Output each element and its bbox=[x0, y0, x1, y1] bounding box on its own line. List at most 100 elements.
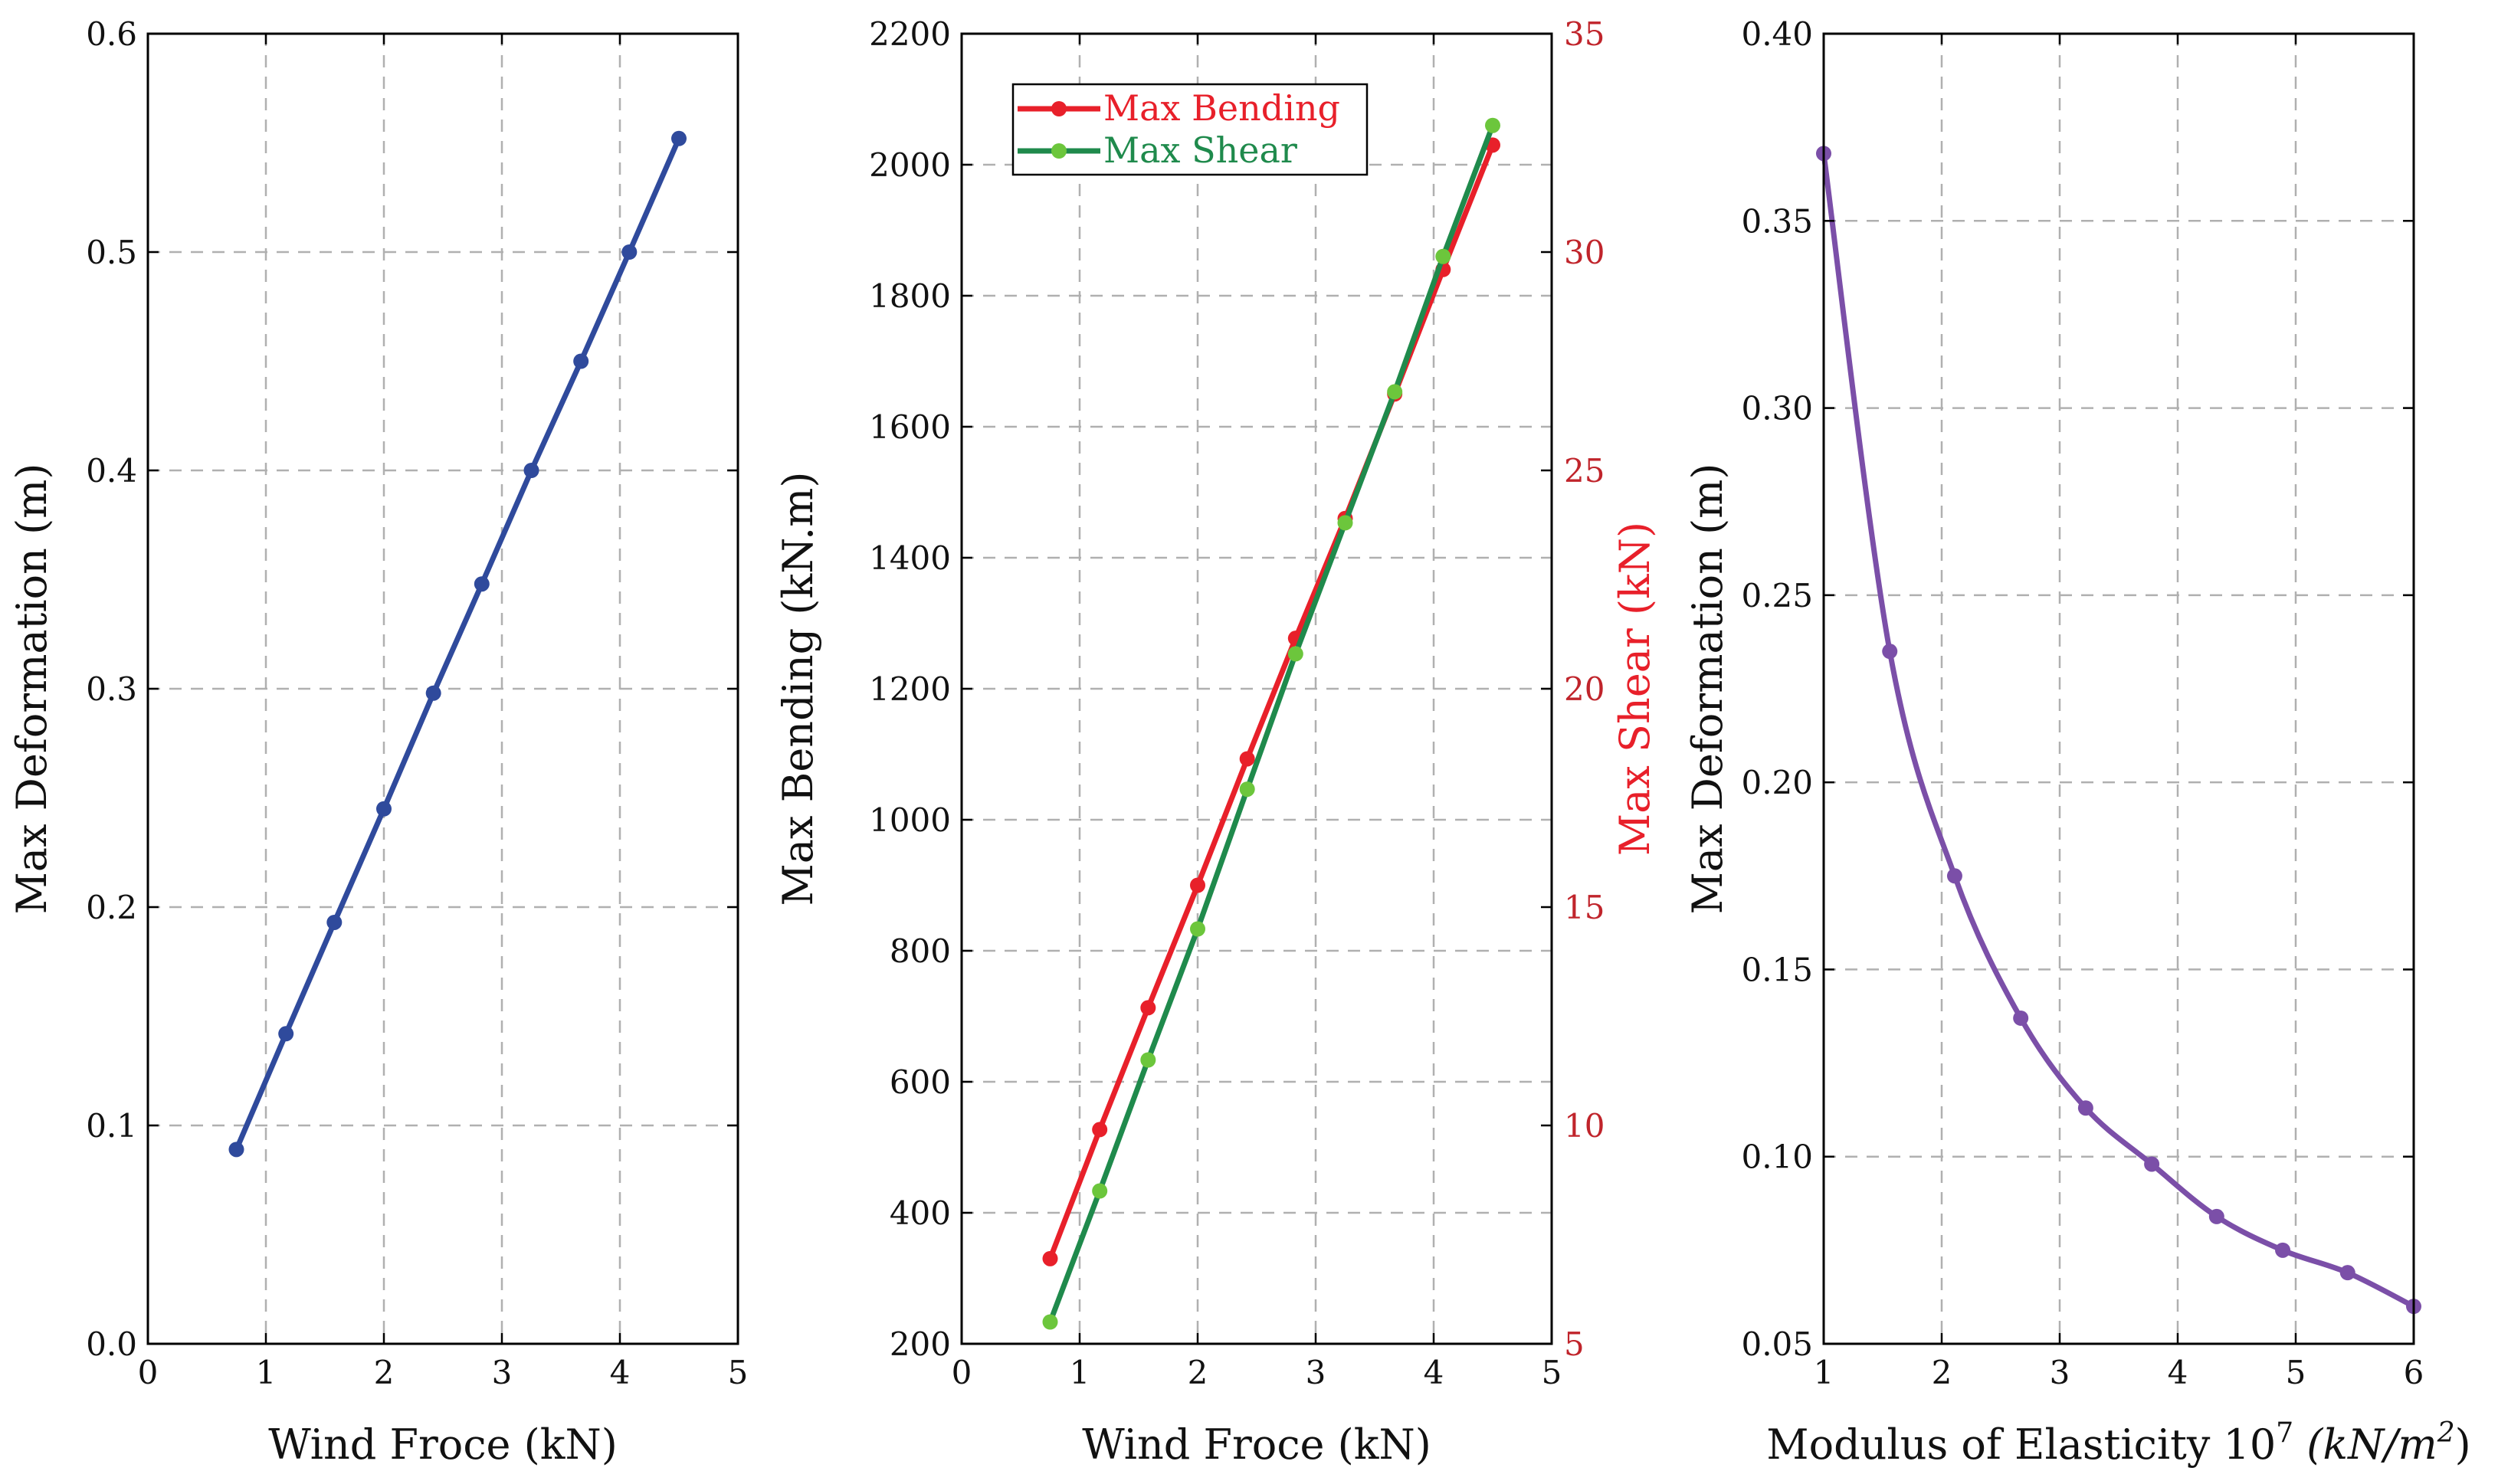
p1-data-point-max-deformation bbox=[425, 685, 441, 701]
p2-data-point-max-shear bbox=[1140, 1052, 1156, 1068]
p3-data-point-max-deformation bbox=[2208, 1208, 2224, 1224]
p1-data-point-max-deformation bbox=[474, 576, 490, 592]
p2-data-point-max-bending bbox=[1092, 1122, 1108, 1138]
p3-plot-frame bbox=[1822, 32, 2415, 1345]
p1-y-axis-label: Max Deformation (m) bbox=[8, 464, 56, 915]
p2-y2-tick-label: 35 bbox=[1564, 15, 1605, 53]
p2-y2-ticks: 5 10 15 20 25 30 35 bbox=[1541, 15, 1605, 1363]
p3-y-tick-label: 0.10 bbox=[1741, 1138, 1813, 1176]
p3-x-axis-label-units-exponent: 2 bbox=[2437, 1417, 2455, 1449]
p1-data-point-max-deformation bbox=[523, 463, 539, 478]
p2-x-tick-label: 3 bbox=[1306, 1354, 1326, 1391]
p2-legend-label-shear: Max Shear bbox=[1103, 129, 1297, 171]
p3-y-tick-label: 0.20 bbox=[1741, 764, 1813, 801]
p2-data-point-max-shear bbox=[1485, 117, 1500, 133]
p1-y-tick-label: 0.6 bbox=[86, 15, 137, 53]
p2-data-point-max-shear bbox=[1435, 248, 1451, 264]
p1-y-tick-label: 0.3 bbox=[86, 670, 137, 708]
p1-y-tick-label: 0.4 bbox=[86, 452, 137, 490]
p3-data-point-max-deformation bbox=[2077, 1100, 2093, 1116]
p2-y-tick-label: 1000 bbox=[869, 801, 951, 839]
p1-y-tick-label: 0.1 bbox=[86, 1107, 137, 1145]
p1-series bbox=[228, 130, 687, 1158]
p2-y2-tick-label: 10 bbox=[1564, 1107, 1605, 1145]
p2-legend-box bbox=[1011, 83, 1369, 176]
p3-x-axis-label-prefix: Modulus of Elasticity 10 bbox=[1766, 1420, 2276, 1469]
p2-x-axis-label: Wind Froce (kN) bbox=[1082, 1420, 1431, 1469]
p3-x-axis-label: Modulus of Elasticity 107 (kN/m2) bbox=[1766, 1417, 2470, 1469]
p2-legend: Max Bending Max Shear bbox=[1011, 83, 1369, 176]
p2-y-tick-label: 400 bbox=[890, 1194, 951, 1232]
p2-y-tick-label: 800 bbox=[890, 932, 951, 970]
p1-data-point-max-deformation bbox=[228, 1142, 244, 1158]
p3-x-tick-label: 4 bbox=[2168, 1354, 2188, 1391]
p2-legend-marker-bending bbox=[1051, 101, 1067, 116]
p1-x-tick-label: 4 bbox=[610, 1354, 631, 1391]
p2-series-line-max-shear bbox=[1047, 123, 1496, 1325]
p2-y-tick-label: 600 bbox=[890, 1063, 951, 1101]
p1-x-tick-label: 2 bbox=[374, 1354, 395, 1391]
p2-y-tick-label: 1800 bbox=[869, 277, 951, 315]
p3-y-ticks: 0.05 0.10 0.15 0.20 0.25 0.30 0.35 0.40 bbox=[1741, 15, 2414, 1363]
p1-y-tick-label: 0.0 bbox=[86, 1325, 137, 1363]
p2-x-tick-label: 4 bbox=[1424, 1354, 1444, 1391]
p1-data-point-max-deformation bbox=[671, 130, 687, 146]
p2-y-tick-label: 200 bbox=[890, 1325, 951, 1363]
p2-y-tick-label: 1400 bbox=[869, 539, 951, 577]
p2-data-point-max-bending bbox=[1190, 877, 1205, 893]
p2-y-axis-label: Max Bending (kN.m) bbox=[774, 472, 822, 906]
p2-data-point-max-shear bbox=[1042, 1314, 1058, 1330]
p2-y-tick-label: 1600 bbox=[869, 408, 951, 446]
p2-legend-marker-shear bbox=[1051, 143, 1067, 159]
p2-data-point-max-bending bbox=[1042, 1250, 1058, 1266]
p3-x-tick-label: 5 bbox=[2286, 1354, 2306, 1391]
p3-series-line-max-deformation bbox=[1821, 150, 2417, 1309]
p3-data-point-max-deformation bbox=[1882, 644, 1898, 660]
p1-x-tick-label: 0 bbox=[138, 1354, 159, 1391]
p1-data-point-max-deformation bbox=[326, 914, 343, 930]
p2-y2-tick-label: 30 bbox=[1564, 234, 1605, 271]
p1-x-axis-label: Wind Froce (kN) bbox=[268, 1420, 618, 1469]
p3-gridlines bbox=[1824, 34, 2414, 1344]
p2-y-tick-label: 2200 bbox=[869, 15, 951, 53]
p2-y-ticks: 200 400 600 800 1000 1200 1400 1600 1800 2000 2200 bbox=[869, 15, 972, 1363]
p2-data-point-max-shear bbox=[1387, 384, 1403, 400]
p1-y-tick-label: 0.2 bbox=[86, 889, 137, 926]
p2-x-tick-label: 2 bbox=[1188, 1354, 1208, 1391]
p3-x-axis-label-units: (kN/m bbox=[2293, 1420, 2437, 1469]
p1-data-point-max-deformation bbox=[376, 801, 392, 817]
p2-x-tick-label: 0 bbox=[952, 1354, 972, 1391]
p2-y2-tick-label: 15 bbox=[1564, 889, 1605, 926]
p1-x-tick-label: 1 bbox=[256, 1354, 277, 1391]
p3-data-point-max-deformation bbox=[2144, 1156, 2160, 1172]
p3-data-point-max-deformation bbox=[2013, 1010, 2029, 1026]
p2-x-tick-label: 1 bbox=[1070, 1354, 1090, 1391]
p3-x-tick-label: 1 bbox=[1814, 1354, 1834, 1391]
p1-y-tick-label: 0.5 bbox=[86, 234, 137, 271]
p2-series-line-max-bending bbox=[1047, 142, 1496, 1262]
p1-data-point-max-deformation bbox=[278, 1026, 294, 1042]
panel-1: 0 1 2 3 4 5 0.0 0.1 0.2 0.3 0.4 0.5 0.6 Wind Froce … bbox=[8, 15, 748, 1469]
p2-y-tick-label: 1200 bbox=[869, 670, 951, 708]
p3-x-tick-label: 3 bbox=[2050, 1354, 2070, 1391]
p3-data-point-max-deformation bbox=[2339, 1265, 2355, 1281]
p2-y2-axis-label: Max Shear (kN) bbox=[1611, 522, 1659, 856]
p1-data-point-max-deformation bbox=[621, 244, 638, 260]
p3-x-tick-label: 6 bbox=[2404, 1354, 2424, 1391]
p2-data-point-max-shear bbox=[1190, 921, 1205, 937]
p1-x-tick-label: 5 bbox=[728, 1354, 749, 1391]
p3-y-tick-label: 0.25 bbox=[1741, 577, 1813, 614]
p3-y-axis-label: Max Deformation (m) bbox=[1683, 464, 1732, 915]
p1-series-line-max-deformation bbox=[234, 136, 682, 1152]
p3-y-tick-label: 0.35 bbox=[1741, 202, 1813, 240]
p2-y2-tick-label: 20 bbox=[1564, 670, 1605, 708]
p3-y-tick-label: 0.15 bbox=[1741, 951, 1813, 988]
p2-x-tick-label: 5 bbox=[1542, 1354, 1562, 1391]
p2-data-point-max-shear bbox=[1092, 1183, 1108, 1199]
p1-x-ticks: 0 1 2 3 4 5 bbox=[138, 34, 749, 1391]
p3-y-tick-label: 0.05 bbox=[1741, 1325, 1813, 1363]
p3-data-point-max-deformation bbox=[1946, 868, 1962, 884]
p3-series bbox=[1816, 146, 2421, 1315]
p2-x-ticks: 0 1 2 3 4 5 bbox=[952, 34, 1562, 1391]
